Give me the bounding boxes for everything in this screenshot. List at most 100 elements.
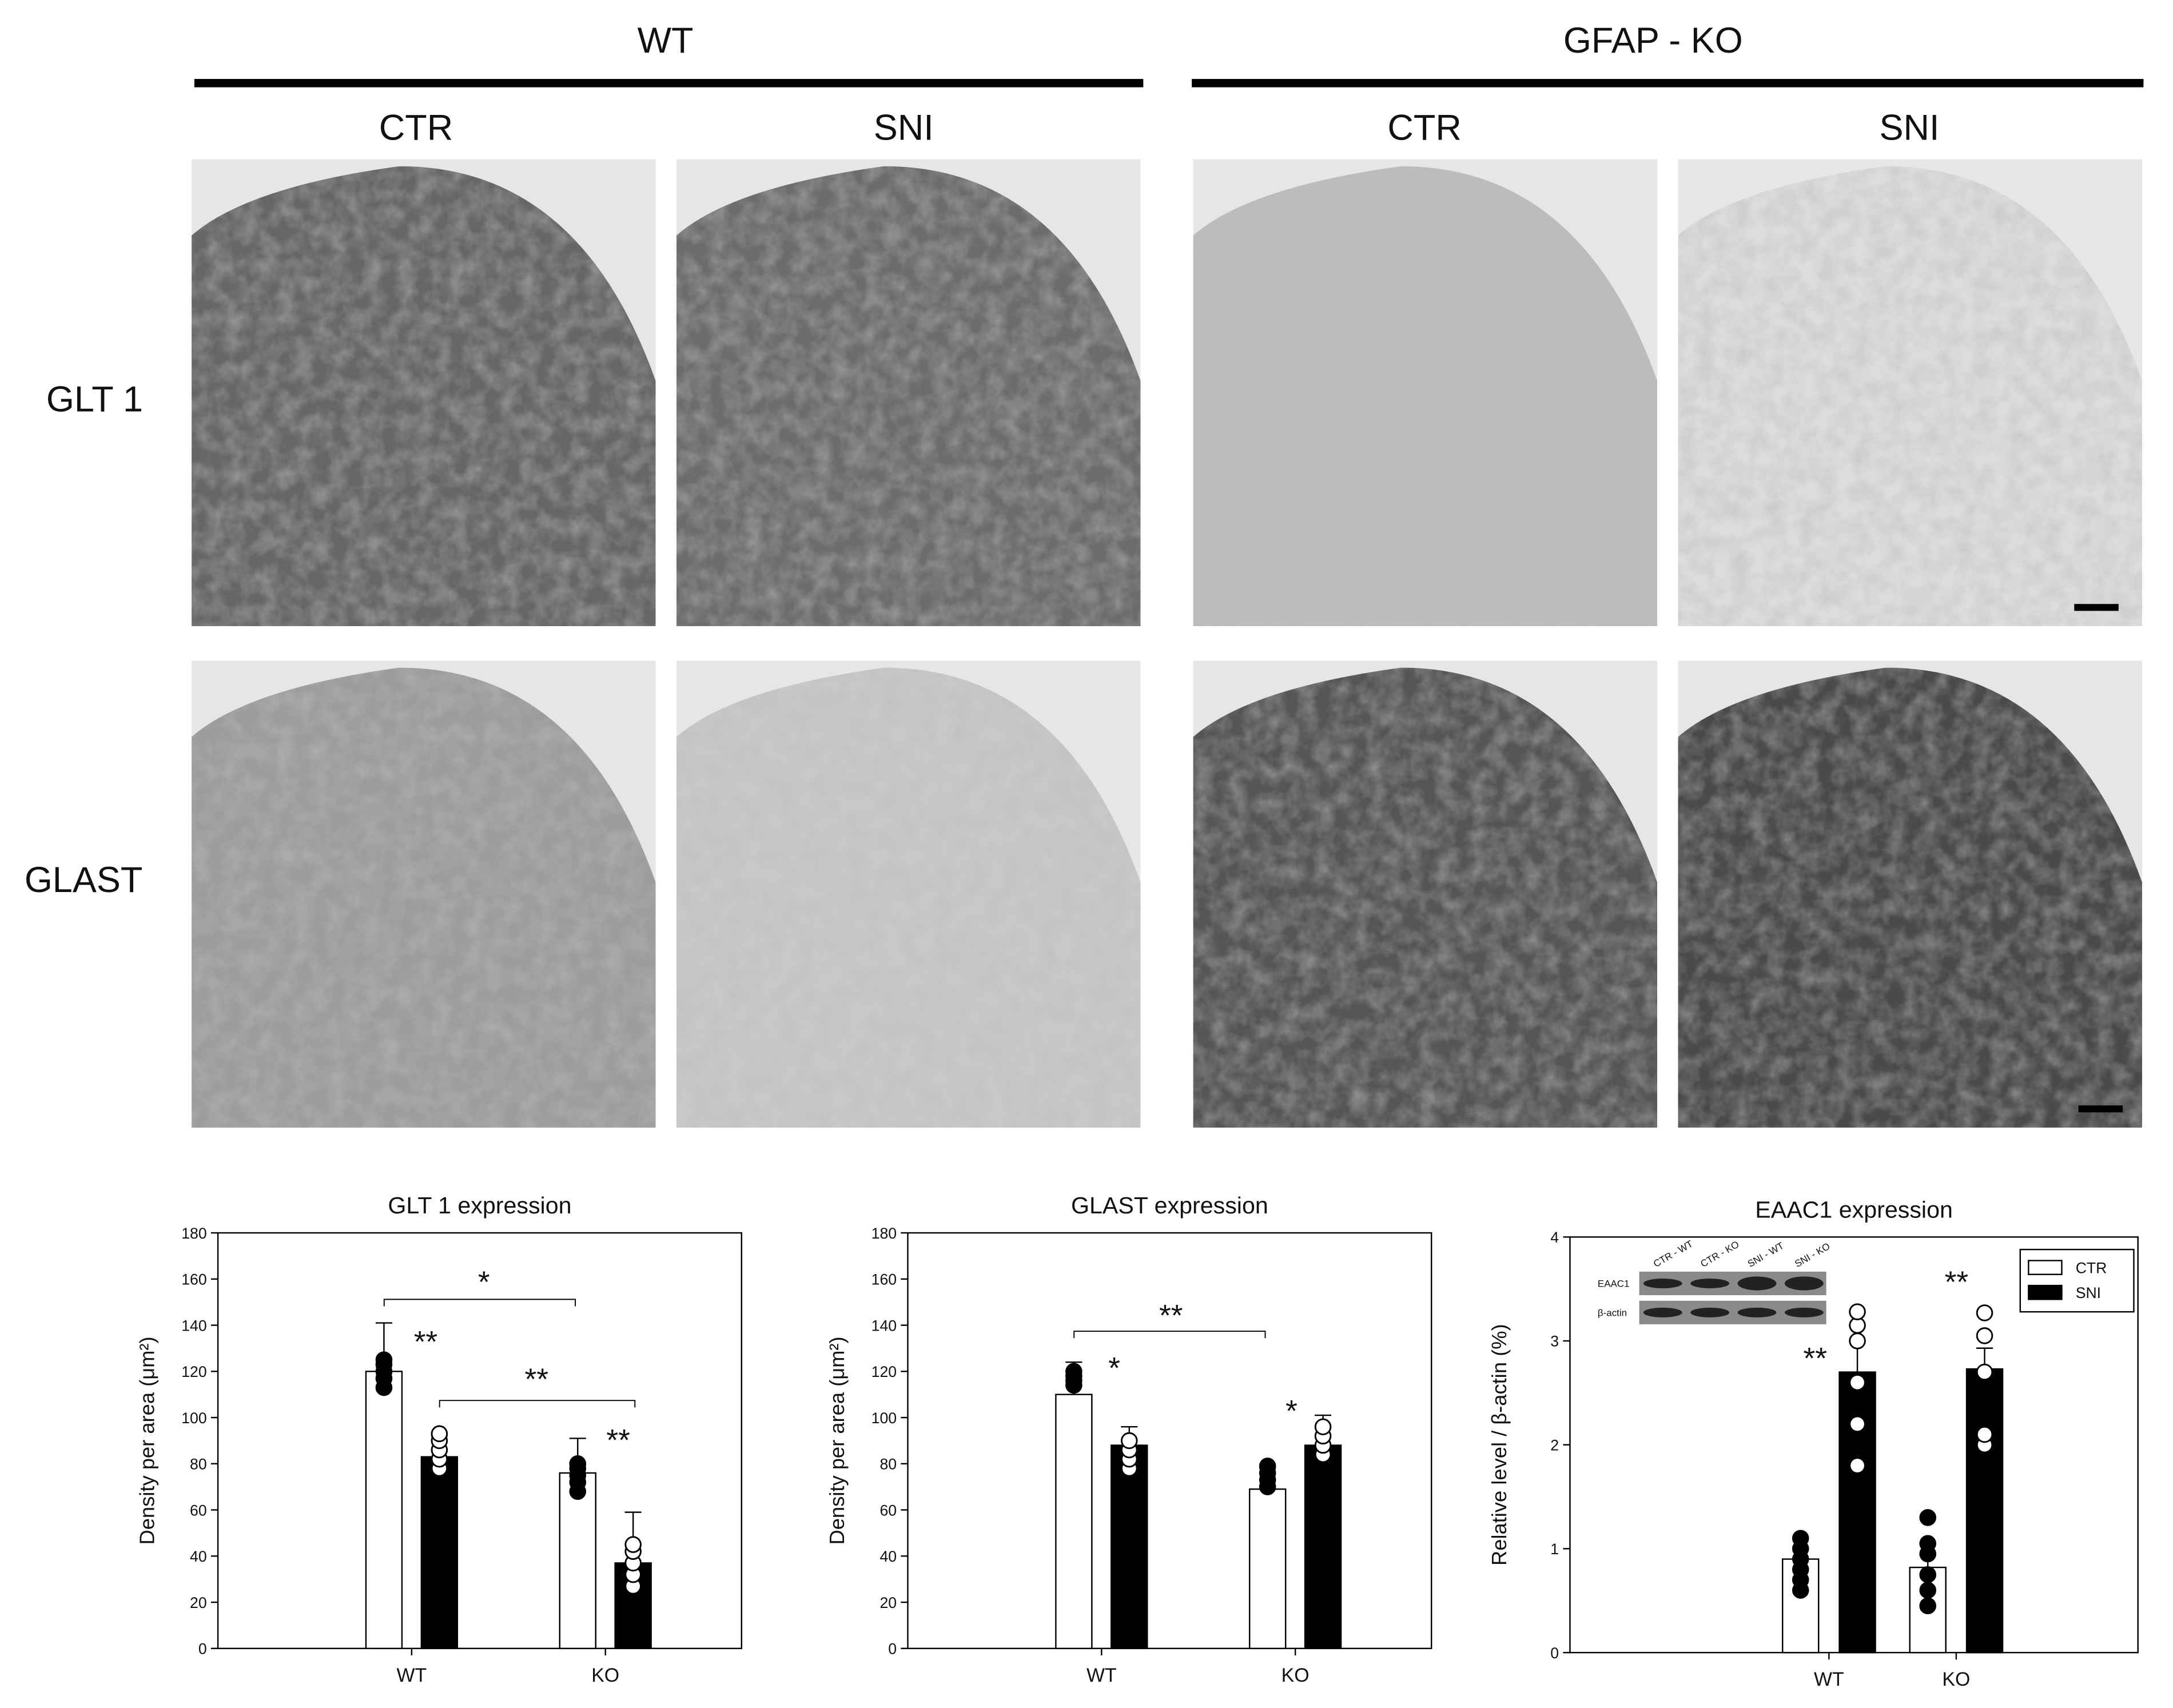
micrographs (192, 159, 2142, 1128)
data-point (1314, 1418, 1332, 1436)
x-tick-label: WT (397, 1665, 427, 1686)
y-tick-label: 1 (1550, 1540, 1559, 1558)
y-tick-label: 0 (198, 1641, 207, 1658)
y-tick-label: 80 (879, 1456, 897, 1473)
data-point (1849, 1457, 1866, 1474)
y-tick-label: 180 (871, 1225, 897, 1242)
data-point (1919, 1597, 1936, 1615)
data-point (569, 1455, 587, 1472)
plot-frame (217, 1232, 742, 1650)
data-point (1919, 1535, 1936, 1552)
y-tick-label: 100 (871, 1410, 897, 1427)
column-label: CTR (379, 108, 453, 148)
y-tick-label: 120 (871, 1363, 897, 1380)
blot-lane-label: SNI - WT (1746, 1240, 1786, 1269)
data-point (1849, 1332, 1866, 1349)
significance-bracket (439, 1400, 636, 1408)
scale-bar (2074, 604, 2119, 611)
y-tick-label: 0 (1550, 1645, 1559, 1662)
data-point (1976, 1304, 1993, 1321)
group-label: WT (638, 21, 694, 61)
y-tick-label: 3 (1550, 1333, 1559, 1350)
blot-lane-label: SNI - KO (1793, 1241, 1832, 1269)
blot-band (1643, 1279, 1682, 1288)
y-tick-label: 4 (1550, 1229, 1559, 1246)
y-tick-label: 140 (181, 1317, 206, 1334)
chart-title: GLAST expression (1071, 1192, 1268, 1219)
y-axis-label: Density per area (μm²) (825, 1336, 849, 1544)
bar (1965, 1368, 2004, 1654)
blot-band-label: β-actin (1598, 1307, 1627, 1318)
blot-band (1784, 1276, 1824, 1291)
significance-label: * (478, 1265, 490, 1299)
x-tick-label: KO (1942, 1669, 1970, 1690)
blot-lane-label: CTR - WT (1651, 1239, 1694, 1270)
significance-bracket (383, 1299, 576, 1307)
y-tick-label: 160 (871, 1271, 897, 1288)
data-point (1259, 1458, 1276, 1475)
plot-frame (907, 1232, 1432, 1650)
column-label: SNI (1880, 108, 1940, 148)
data-point (1976, 1426, 1993, 1443)
significance-bracket (1073, 1331, 1266, 1339)
significance-label: ** (1804, 1341, 1827, 1375)
data-point (1976, 1363, 1993, 1381)
blot-band (1737, 1276, 1777, 1291)
column-label: SNI (874, 108, 934, 148)
y-tick-label: 40 (879, 1548, 897, 1565)
bar (1248, 1488, 1287, 1650)
legend-swatch (2028, 1260, 2063, 1275)
bar (1055, 1394, 1093, 1650)
row-label: GLT 1 (46, 379, 143, 419)
scale-bar (2078, 1105, 2123, 1113)
group-label: GFAP - KO (1563, 21, 1743, 61)
data-point (1849, 1373, 1866, 1391)
data-point (1120, 1432, 1138, 1450)
blot-band-label: EAAC1 (1598, 1279, 1630, 1289)
group-bar (1192, 79, 2144, 87)
data-point (1976, 1327, 1993, 1344)
x-tick-label: KO (591, 1665, 619, 1686)
bar (420, 1456, 459, 1650)
data-point (1919, 1582, 1936, 1599)
data-point (1849, 1415, 1866, 1433)
significance-label: * (1286, 1395, 1298, 1428)
significance-label: ** (606, 1423, 630, 1457)
x-tick-label: WT (1814, 1669, 1844, 1690)
blot-band (1643, 1307, 1682, 1317)
blot-band (1690, 1279, 1730, 1288)
blot-band (1737, 1307, 1777, 1317)
y-tick-label: 80 (190, 1456, 207, 1473)
data-point (1919, 1566, 1936, 1583)
y-tick-label: 60 (879, 1502, 897, 1519)
legend-label: CTR (2076, 1259, 2107, 1276)
significance-label: * (1108, 1351, 1120, 1385)
y-axis-label: Density per area (μm²) (136, 1336, 159, 1544)
data-point (1919, 1509, 1936, 1526)
y-tick-label: 20 (879, 1594, 897, 1611)
y-tick-label: 0 (888, 1641, 897, 1658)
y-tick-label: 120 (181, 1363, 206, 1380)
bar (1304, 1444, 1342, 1650)
column-label: CTR (1387, 108, 1461, 148)
significance-label: ** (414, 1325, 437, 1359)
significance-label: ** (1945, 1265, 1968, 1299)
y-tick-label: 60 (190, 1502, 207, 1519)
data-point (624, 1536, 642, 1553)
y-axis-label: Relative level / β-actin (%) (1487, 1324, 1511, 1566)
row-label: GLAST (25, 860, 142, 900)
data-point (1792, 1530, 1809, 1547)
data-point (1849, 1303, 1866, 1320)
x-tick-label: KO (1281, 1665, 1310, 1686)
chart-title: GLT 1 expression (388, 1192, 571, 1219)
y-tick-label: 100 (181, 1410, 206, 1427)
group-bar (194, 79, 1144, 87)
y-tick-label: 140 (871, 1317, 897, 1334)
y-tick-label: 180 (181, 1225, 206, 1242)
x-tick-label: WT (1086, 1665, 1117, 1686)
y-tick-label: 2 (1550, 1436, 1559, 1454)
significance-label: ** (525, 1363, 548, 1396)
legend-label: SNI (2076, 1284, 2101, 1301)
